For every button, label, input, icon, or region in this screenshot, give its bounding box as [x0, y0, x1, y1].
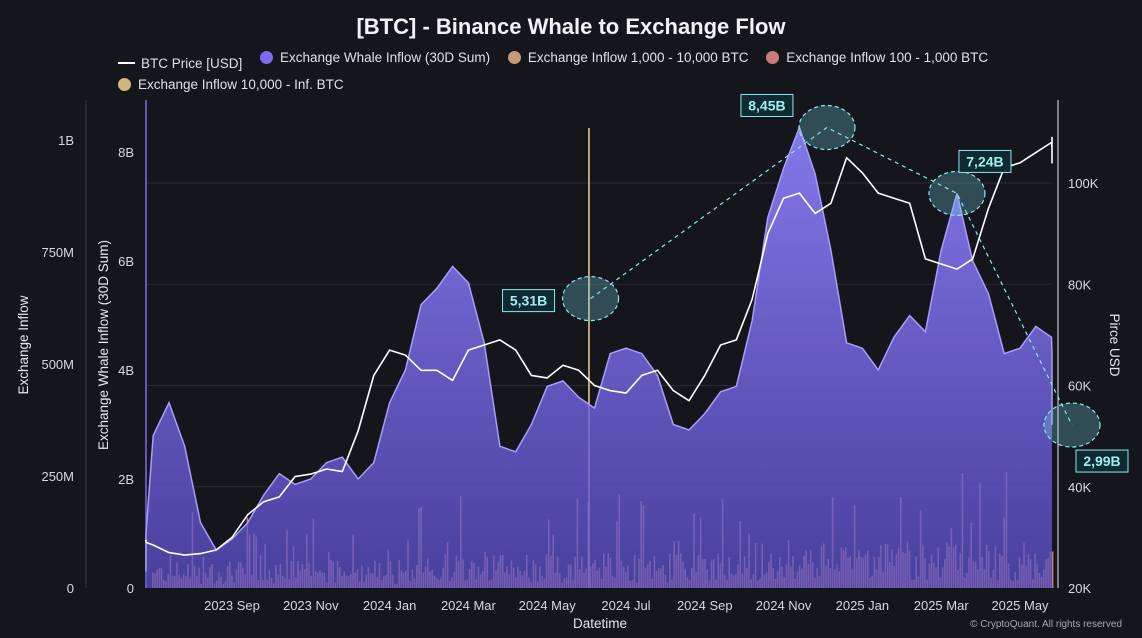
y-outer-tick-label: 250M — [41, 469, 74, 484]
callout-ellipse — [928, 170, 986, 217]
y-outer-tick-label: 0 — [67, 581, 74, 596]
y-right-tick-label: 100K — [1068, 176, 1099, 191]
callout-ellipse — [561, 276, 620, 322]
legend-item-btc-price[interactable]: BTC Price [USD] — [118, 56, 242, 71]
y-right-tick-label: 40K — [1068, 480, 1091, 495]
y-outer-tick-label: 1B — [58, 133, 74, 148]
x-tick-label: 2024 Sep — [677, 598, 733, 613]
legend-swatch-dot — [766, 51, 780, 64]
y-inner-tick-label: 8B — [118, 145, 134, 160]
legend: BTC Price [USD] Exchange Whale Inflow (3… — [118, 50, 1038, 98]
y-right-tick-label: 60K — [1068, 379, 1091, 394]
legend-label: Exchange Inflow 10,000 - Inf. BTC — [138, 76, 344, 92]
y-left-inner-axis-title: Exchange Whale Inflow (30D Sum) — [96, 240, 111, 450]
legend-swatch-dot — [507, 51, 521, 64]
x-tick-label: 2024 Jan — [363, 598, 417, 613]
legend-label: Exchange Inflow 100 - 1,000 BTC — [786, 50, 989, 65]
x-tick-label: 2024 Jul — [601, 598, 650, 613]
whale-inflow-line — [145, 125, 1053, 572]
x-tick-label: 2024 Mar — [441, 598, 497, 613]
legend-label: BTC Price [USD] — [141, 55, 243, 71]
legend-swatch-dot — [260, 51, 274, 64]
legend-label: Exchange Whale Inflow (30D Sum) — [280, 50, 491, 65]
copyright-text: © CryptoQuant. All rights reserved — [970, 619, 1122, 630]
callout-label: 5,31B — [510, 293, 547, 309]
legend-label: Exchange Inflow 1,000 - 10,000 BTC — [527, 50, 749, 65]
callout-label: 8,45B — [748, 97, 785, 113]
whale-inflow-fill — [146, 127, 1052, 588]
y-outer-tick-label: 500M — [41, 357, 74, 372]
legend-item-whale-inflow[interactable]: Exchange Whale Inflow (30D Sum) — [260, 50, 490, 65]
y-right-axis-title: Pirce USD — [1107, 313, 1122, 376]
callouts: 5,31B 8,45B 7,24B 2,99B — [502, 93, 1129, 473]
callout-trend-line — [590, 126, 1073, 426]
callout-ellipse — [798, 104, 856, 151]
y-inner-tick-label: 2B — [118, 472, 134, 487]
x-tick-label: 2025 May — [991, 598, 1049, 613]
x-tick-label: 2025 Jan — [836, 598, 890, 613]
axis-lines — [85, 100, 1059, 588]
y-right-tick-label: 20K — [1068, 581, 1091, 596]
legend-swatch-dot — [118, 77, 131, 91]
y-outer-tick-label: 750M — [41, 245, 74, 260]
x-tick-label: 2024 Nov — [756, 598, 812, 613]
callout-label-box — [1075, 449, 1129, 473]
y-inner-tick-label: 4B — [118, 363, 134, 378]
legend-swatch-line — [118, 62, 135, 64]
whale-inflow-area — [145, 125, 1053, 588]
y-right-tick-label: 80K — [1068, 277, 1091, 292]
legend-item-inflow-10000-inf[interactable]: Exchange Inflow 10,000 - Inf. BTC — [118, 77, 344, 92]
legend-item-inflow-100-1000[interactable]: Exchange Inflow 100 - 1,000 BTC — [766, 50, 988, 65]
y-inner-tick-label: 6B — [118, 254, 134, 269]
btc-price-line — [145, 136, 1053, 556]
callout-label-box — [958, 149, 1012, 173]
chart-title: [BTC] - Binance Whale to Exchange Flow — [356, 14, 786, 39]
tick-labels: 0 250M 500M 750M 1B 0 2B 4B 6B 8B 20K 40K 60K 80K 100K… — [41, 133, 1098, 613]
x-tick-label: 2025 Mar — [914, 598, 970, 613]
y-left-outer-axis-title: Exchange Inflow — [16, 295, 31, 394]
callout-label-box — [502, 289, 556, 313]
inflow-spike-bar — [588, 128, 590, 588]
callout-ellipse — [1043, 402, 1101, 448]
legend-item-inflow-1000-10000[interactable]: Exchange Inflow 1,000 - 10,000 BTC — [507, 50, 749, 65]
x-tick-label: 2024 May — [519, 598, 577, 613]
x-tick-label: 2023 Sep — [204, 598, 260, 613]
callout-label: 2,99B — [1083, 453, 1120, 469]
inflow-bar — [1051, 551, 1054, 588]
callout-label: 7,24B — [966, 153, 1003, 169]
y-inner-tick-label: 0 — [127, 581, 134, 596]
callout-label-box — [740, 93, 794, 117]
x-axis-title: Datetime — [573, 616, 627, 631]
btc-price-path — [145, 136, 1053, 556]
x-tick-label: 2023 Nov — [283, 598, 339, 613]
